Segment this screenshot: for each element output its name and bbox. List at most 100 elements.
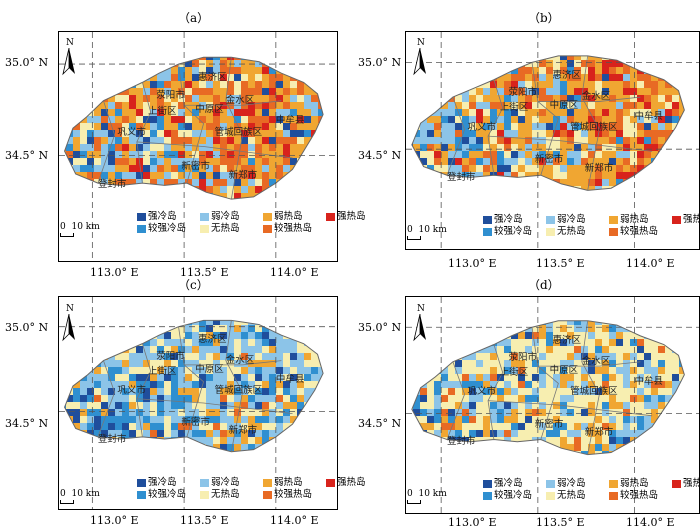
raster-cell [276, 346, 283, 353]
raster-cell [59, 32, 66, 39]
raster-cell [220, 88, 227, 95]
raster-cell [553, 242, 560, 249]
raster-cell [178, 416, 185, 423]
raster-cell [108, 151, 115, 158]
raster-cell [262, 32, 269, 39]
raster-cell [483, 165, 490, 172]
raster-cell [490, 207, 497, 214]
raster-cell [644, 437, 651, 444]
raster-cell [136, 423, 143, 430]
city-label: 荥阳市 [156, 350, 185, 362]
raster-cell [686, 304, 693, 311]
raster-cell [630, 46, 637, 53]
raster-cell [318, 109, 324, 116]
legend-item: 强热岛 [326, 477, 383, 489]
raster-cell [518, 130, 525, 137]
raster-cell [325, 179, 332, 186]
raster-cell [150, 339, 157, 346]
raster-cell [332, 200, 337, 207]
raster-cell [602, 67, 609, 74]
raster-cell [518, 409, 525, 416]
raster-cell [518, 172, 525, 179]
raster-cell [623, 165, 630, 172]
raster-cell [525, 346, 532, 353]
raster-cell [164, 346, 171, 353]
raster-cell [255, 374, 262, 381]
raster-cell [164, 423, 171, 430]
raster-cell [150, 60, 157, 67]
raster-cell [143, 409, 150, 416]
raster-cell [476, 137, 483, 144]
raster-cell [150, 186, 157, 193]
raster-cell [567, 311, 574, 318]
raster-cell [311, 172, 318, 179]
raster-cell [185, 235, 192, 242]
raster-cell [234, 409, 241, 416]
district-boundary [184, 360, 282, 366]
raster-cell [241, 458, 248, 465]
raster-cell [679, 207, 686, 214]
raster-cell [297, 304, 304, 311]
raster-cell [497, 388, 504, 395]
raster-cell [609, 346, 616, 353]
raster-cell [609, 325, 616, 332]
raster-cell [297, 193, 304, 200]
raster-cell [150, 353, 157, 360]
raster-cell [297, 235, 304, 242]
raster-cell [427, 88, 434, 95]
raster-cell [581, 102, 588, 109]
raster-cell [66, 186, 73, 193]
raster-cell [276, 297, 283, 304]
raster-cell [658, 430, 665, 437]
raster-cell [129, 388, 136, 395]
raster-cell [672, 32, 679, 39]
raster-cell [441, 242, 448, 249]
raster-cell [304, 60, 311, 67]
raster-cell [581, 172, 588, 179]
raster-cell [602, 353, 609, 360]
raster-cell [94, 144, 101, 151]
raster-cell [213, 367, 220, 374]
raster-cell [567, 430, 574, 437]
raster-cell [325, 81, 332, 88]
raster-cell [525, 158, 532, 165]
raster-cell [94, 32, 101, 39]
raster-cell [567, 102, 574, 109]
raster-cell [304, 311, 311, 318]
raster-cell [497, 409, 504, 416]
raster-cell [434, 74, 441, 81]
raster-cell [171, 346, 178, 353]
raster-cell [672, 186, 679, 191]
raster-cell [269, 451, 276, 452]
raster-cell [178, 144, 185, 151]
raster-cell [199, 458, 206, 465]
raster-cell [206, 360, 213, 367]
raster-cell [546, 46, 553, 53]
raster-cell [59, 304, 66, 311]
raster-cell [206, 32, 213, 39]
raster-cell [66, 297, 73, 304]
raster-cell [602, 409, 609, 416]
raster-cell [609, 332, 616, 339]
raster-cell [171, 200, 178, 207]
raster-cell [637, 395, 644, 402]
raster-cell [283, 437, 290, 444]
raster-cell [332, 60, 337, 67]
raster-cell [672, 311, 679, 318]
raster-cell [588, 123, 595, 130]
raster-cell [227, 339, 234, 346]
raster-cell [269, 179, 276, 186]
raster-cell [567, 158, 574, 165]
raster-cell [87, 242, 94, 249]
raster-cell [129, 228, 136, 235]
raster-cell [185, 451, 192, 452]
raster-cell [448, 353, 455, 360]
raster-cell [504, 402, 511, 409]
raster-cell [220, 158, 227, 165]
raster-cell [283, 67, 290, 74]
raster-cell [129, 249, 136, 256]
raster-cell [637, 95, 644, 102]
raster-cell [136, 346, 143, 353]
raster-cell [553, 109, 560, 116]
raster-cell [290, 367, 297, 374]
